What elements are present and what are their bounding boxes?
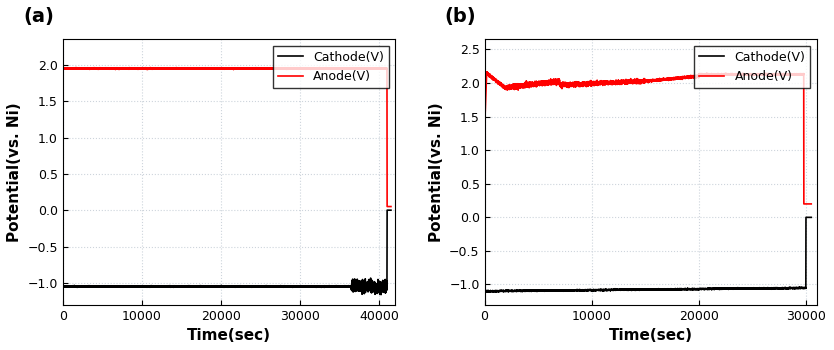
Anode(V) — [480, 128, 490, 132]
Cathode(V) — [136, 285, 146, 289]
Line: Anode(V): Anode(V) — [63, 68, 391, 206]
Anode(V) — [598, 82, 608, 86]
Anode(V) — [205, 66, 215, 71]
Cathode(V) — [182, 284, 192, 288]
Anode(V) — [136, 66, 146, 71]
Anode(V) — [799, 202, 809, 206]
Anode(V) — [386, 204, 396, 209]
Anode(V) — [138, 66, 148, 70]
Legend: Cathode(V), Anode(V): Cathode(V), Anode(V) — [695, 46, 811, 88]
Anode(V) — [382, 204, 392, 209]
Anode(V) — [739, 73, 749, 77]
Anode(V) — [384, 204, 394, 209]
Cathode(V) — [384, 208, 394, 212]
Cathode(V) — [58, 284, 68, 288]
Cathode(V) — [739, 286, 749, 290]
Cathode(V) — [386, 208, 396, 212]
Anode(V) — [721, 72, 731, 77]
X-axis label: Time(sec): Time(sec) — [609, 328, 692, 343]
Anode(V) — [673, 76, 683, 80]
Line: Cathode(V): Cathode(V) — [63, 210, 391, 295]
Cathode(V) — [673, 288, 683, 292]
Anode(V) — [134, 66, 144, 70]
Anode(V) — [58, 66, 68, 70]
Text: (b): (b) — [445, 7, 476, 26]
Cathode(V) — [485, 290, 495, 294]
Legend: Cathode(V), Anode(V): Cathode(V), Anode(V) — [273, 46, 389, 88]
Cathode(V) — [496, 288, 506, 293]
Anode(V) — [482, 70, 492, 74]
Anode(V) — [71, 65, 81, 70]
Cathode(V) — [134, 284, 144, 288]
Cathode(V) — [806, 215, 816, 219]
Cathode(V) — [138, 284, 148, 288]
Cathode(V) — [687, 287, 697, 291]
Cathode(V) — [376, 293, 386, 297]
Y-axis label: Potential(vs. Ni): Potential(vs. Ni) — [7, 102, 22, 242]
Anode(V) — [496, 82, 506, 86]
Anode(V) — [687, 75, 697, 79]
Line: Cathode(V): Cathode(V) — [485, 217, 811, 292]
Line: Anode(V): Anode(V) — [485, 72, 811, 204]
Cathode(V) — [480, 289, 490, 293]
Anode(V) — [182, 66, 192, 71]
Y-axis label: Potential(vs. Ni): Potential(vs. Ni) — [429, 102, 444, 242]
Cathode(V) — [598, 288, 608, 292]
Anode(V) — [806, 202, 816, 206]
Cathode(V) — [382, 208, 392, 212]
X-axis label: Time(sec): Time(sec) — [187, 328, 271, 343]
Cathode(V) — [205, 284, 215, 288]
Cathode(V) — [801, 215, 811, 219]
Text: (a): (a) — [23, 7, 54, 26]
Cathode(V) — [721, 286, 731, 290]
